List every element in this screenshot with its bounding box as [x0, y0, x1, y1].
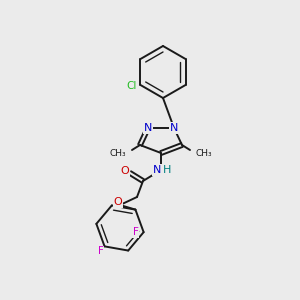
Text: O: O	[114, 197, 122, 207]
Text: O: O	[121, 166, 129, 176]
Text: N: N	[170, 123, 178, 133]
Text: N: N	[153, 165, 161, 175]
Text: CH₃: CH₃	[110, 148, 126, 158]
Text: F: F	[98, 246, 103, 256]
Text: F: F	[133, 227, 139, 237]
Text: Cl: Cl	[126, 81, 137, 91]
Text: N: N	[144, 123, 152, 133]
Text: H: H	[163, 165, 171, 175]
Text: CH₃: CH₃	[196, 148, 213, 158]
